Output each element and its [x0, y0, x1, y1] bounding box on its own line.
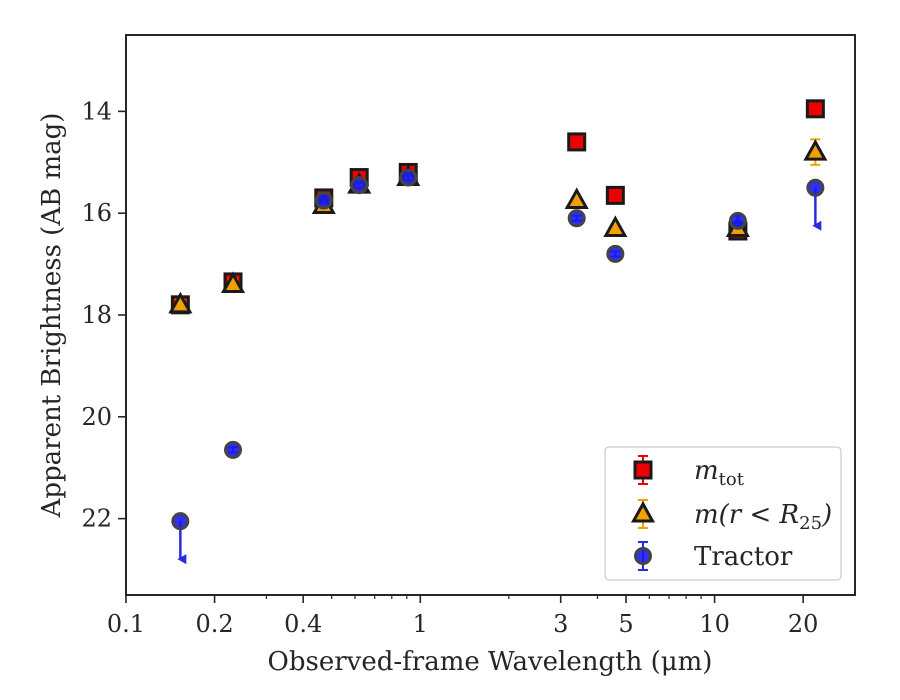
- data-point: [728, 211, 747, 230]
- data-point: [224, 440, 243, 459]
- y-tick-label: 20: [81, 403, 112, 431]
- series-circle: [171, 168, 825, 565]
- x-tick-label: 0.1: [107, 610, 145, 638]
- data-point: [168, 291, 193, 314]
- data-point: [567, 209, 586, 228]
- data-point: [803, 139, 828, 161]
- data-point: [171, 512, 190, 531]
- y-axis-title: Apparent Brightness (AB mag): [37, 113, 67, 519]
- y-tick-label: 14: [81, 97, 112, 125]
- legend-marker: [633, 460, 653, 480]
- legend: mtot m(r < R25) Tractor: [604, 446, 842, 581]
- legend-marker: [630, 500, 656, 523]
- x-tick-label: 0.2: [196, 610, 234, 638]
- data-point: [806, 178, 825, 197]
- data-point: [606, 244, 625, 263]
- data-point: [605, 185, 625, 205]
- data-marks: [168, 99, 828, 565]
- x-tick-label: 10: [699, 610, 730, 638]
- y-tick-label: 18: [81, 301, 112, 329]
- legend-label: Tractor: [694, 542, 793, 572]
- x-tick-label: 3: [553, 610, 568, 638]
- x-axis-title: Observed-frame Wavelength (μm): [268, 647, 713, 677]
- data-point: [564, 187, 589, 209]
- legend-box: [604, 446, 842, 581]
- data-point: [220, 271, 246, 293]
- data-point: [314, 191, 333, 210]
- legend-label: mtot: [694, 456, 745, 490]
- legend-label: m(r < R25): [694, 500, 832, 534]
- axis-ticks: 0.1 0.2 0.4 1 3 5 10 20 14 16 18 20 22: [81, 97, 818, 638]
- x-tick-label: 0.4: [284, 610, 322, 638]
- y-tick-label: 22: [81, 505, 112, 533]
- data-point: [805, 99, 825, 119]
- legend-marker: [634, 547, 652, 565]
- data-point: [603, 215, 628, 237]
- x-tick-label: 20: [788, 610, 819, 638]
- data-point: [567, 132, 587, 152]
- series-square: [170, 99, 825, 315]
- x-tick-label: 5: [618, 610, 633, 638]
- series-triangle: [168, 138, 828, 314]
- x-tick-label: 1: [413, 610, 428, 638]
- data-point: [399, 168, 418, 187]
- data-point: [350, 176, 369, 195]
- y-tick-label: 16: [81, 199, 112, 227]
